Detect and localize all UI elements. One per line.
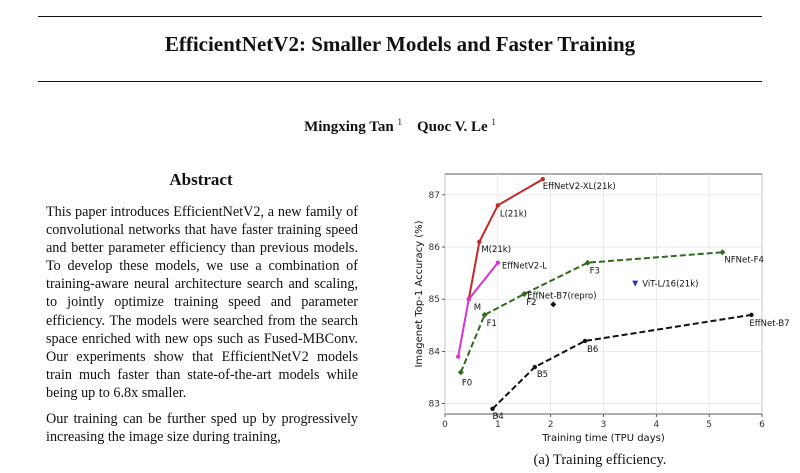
x-tick-label: 6 xyxy=(759,420,765,430)
data-label: B5 xyxy=(537,370,548,380)
data-point xyxy=(582,338,588,344)
data-label: F1 xyxy=(487,319,497,329)
training-efficiency-chart: 0 1 2 3 4 5 6 83 84 85 86 87 Training time (TPU days… xyxy=(414,173,790,444)
data-point xyxy=(481,311,488,318)
data-label: M(21k) xyxy=(481,245,511,255)
data-label: ViT-L/16(21k) xyxy=(642,280,698,290)
author-list: Mingxing Tan 1 Quoc V. Le 1 xyxy=(0,117,800,136)
affiliation-mark: 1 xyxy=(491,117,496,127)
x-tick-label: 3 xyxy=(601,420,607,430)
data-point xyxy=(495,203,501,208)
series-line xyxy=(491,313,752,410)
abstract-body: This paper introduces EfficientNetV2, a … xyxy=(46,203,358,454)
author-name: Quoc V. Le xyxy=(416,119,488,135)
author-name: Mingxing Tan xyxy=(304,119,394,135)
data-point xyxy=(749,312,754,318)
data-label: NFNet-F4 xyxy=(724,255,764,265)
data-label: EffNet-B7 xyxy=(749,319,789,329)
title-top-rule xyxy=(38,16,762,17)
data-point xyxy=(466,297,471,302)
data-label: L(21k) xyxy=(500,209,527,219)
data-label: EffNet-B7(repro) xyxy=(527,291,596,301)
paper-title: EfficientNetV2: Smaller Models and Faste… xyxy=(164,32,636,56)
x-tick-label: 2 xyxy=(548,420,554,430)
data-label: EffNetV2-XL(21k) xyxy=(543,182,616,192)
data-label: F2 xyxy=(526,298,536,308)
data-point xyxy=(532,364,538,370)
data-point xyxy=(456,354,461,359)
data-point xyxy=(457,369,464,376)
data-point xyxy=(495,260,501,265)
x-tick-label: 5 xyxy=(706,420,712,430)
data-point xyxy=(632,280,639,287)
data-label: F3 xyxy=(590,267,600,277)
data-label: EffNetV2-L xyxy=(502,262,547,272)
abstract-heading: Abstract xyxy=(169,170,233,189)
data-point xyxy=(584,259,591,266)
data-point xyxy=(521,291,528,297)
y-tick-label: 84 xyxy=(429,347,441,357)
y-tick-label: 83 xyxy=(429,400,440,410)
data-point xyxy=(477,239,482,245)
data-label: B6 xyxy=(587,345,598,355)
data-label: B4 xyxy=(493,412,504,422)
affiliation-mark: 1 xyxy=(397,117,402,127)
abstract-paragraph: This paper introduces EfficientNetV2, a … xyxy=(46,204,358,401)
abstract-paragraph: Our training can be further sped up by p… xyxy=(46,411,358,446)
y-tick-label: 86 xyxy=(429,243,441,253)
title-bottom-rule xyxy=(38,81,762,82)
y-tick-label: 87 xyxy=(429,191,440,201)
x-tick-label: 4 xyxy=(653,420,659,430)
data-label: F0 xyxy=(462,378,472,388)
x-axis-label: Training time (TPU days) xyxy=(541,433,665,444)
series-line xyxy=(467,178,544,300)
data-point xyxy=(490,406,495,411)
figure-training-efficiency: 0 1 2 3 4 5 6 83 84 85 86 87 Training time (TPU days… xyxy=(400,168,800,473)
data-label: M xyxy=(474,303,481,313)
data-point xyxy=(540,177,545,182)
x-tick-label: 1 xyxy=(495,420,501,430)
y-axis-label: Imagenet Top-1 Accuracy (%) xyxy=(414,220,425,367)
series-line xyxy=(459,251,723,373)
data-point xyxy=(550,301,557,308)
figure-caption: (a) Training efficiency. xyxy=(533,452,667,468)
x-tick-label: 0 xyxy=(442,420,448,430)
y-tick-label: 85 xyxy=(429,295,440,305)
data-point xyxy=(719,249,726,256)
